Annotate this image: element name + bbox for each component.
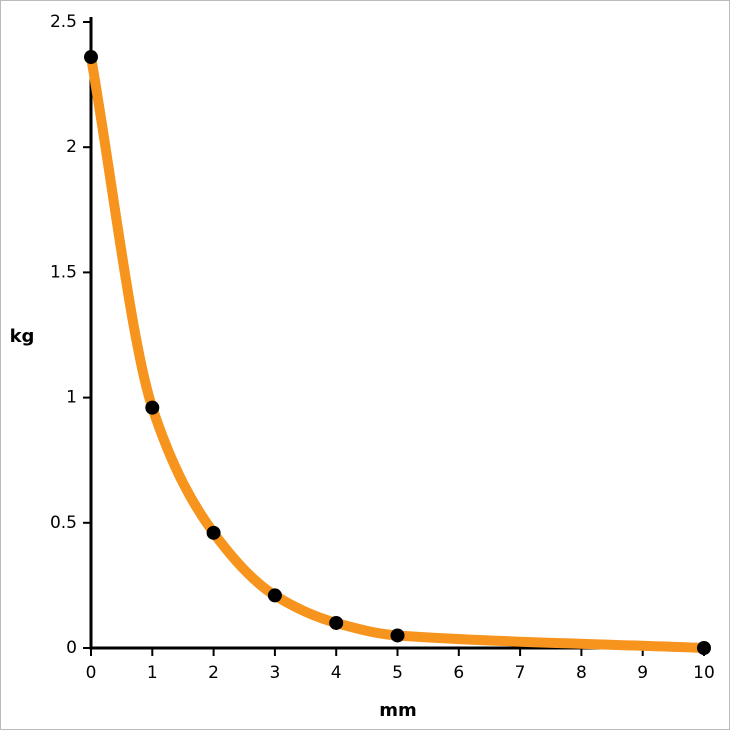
- y-tick-label: 1: [66, 388, 77, 408]
- marker: [329, 615, 344, 630]
- y-tick-label: 0: [66, 638, 77, 658]
- marker: [390, 628, 405, 643]
- y-tick-label: 2.5: [50, 12, 77, 32]
- x-tick-label: 1: [147, 663, 158, 683]
- marker: [145, 400, 160, 415]
- x-tick-label: 5: [392, 663, 403, 683]
- x-tick-label: 9: [637, 663, 648, 683]
- x-tick-label: 4: [331, 663, 342, 683]
- marker: [697, 641, 711, 655]
- x-tick-label: 0: [86, 663, 97, 683]
- x-axis-label: mm: [379, 700, 417, 721]
- marker: [84, 50, 98, 65]
- marker: [206, 525, 221, 540]
- x-tick-label: 10: [693, 663, 715, 683]
- y-axis-label: kg: [10, 326, 35, 347]
- line: [86, 52, 709, 653]
- x-tick-label: 7: [515, 663, 526, 683]
- y-tick-label: 2: [66, 137, 77, 157]
- y-tick-label: 1.5: [50, 262, 77, 282]
- marker: [267, 588, 282, 603]
- x-tick-label: 3: [269, 663, 280, 683]
- x-tick-label: 8: [576, 663, 587, 683]
- x-tick-label: 6: [453, 663, 464, 683]
- y-tick-label: 0.5: [50, 513, 77, 533]
- x-tick-label: 2: [208, 663, 219, 683]
